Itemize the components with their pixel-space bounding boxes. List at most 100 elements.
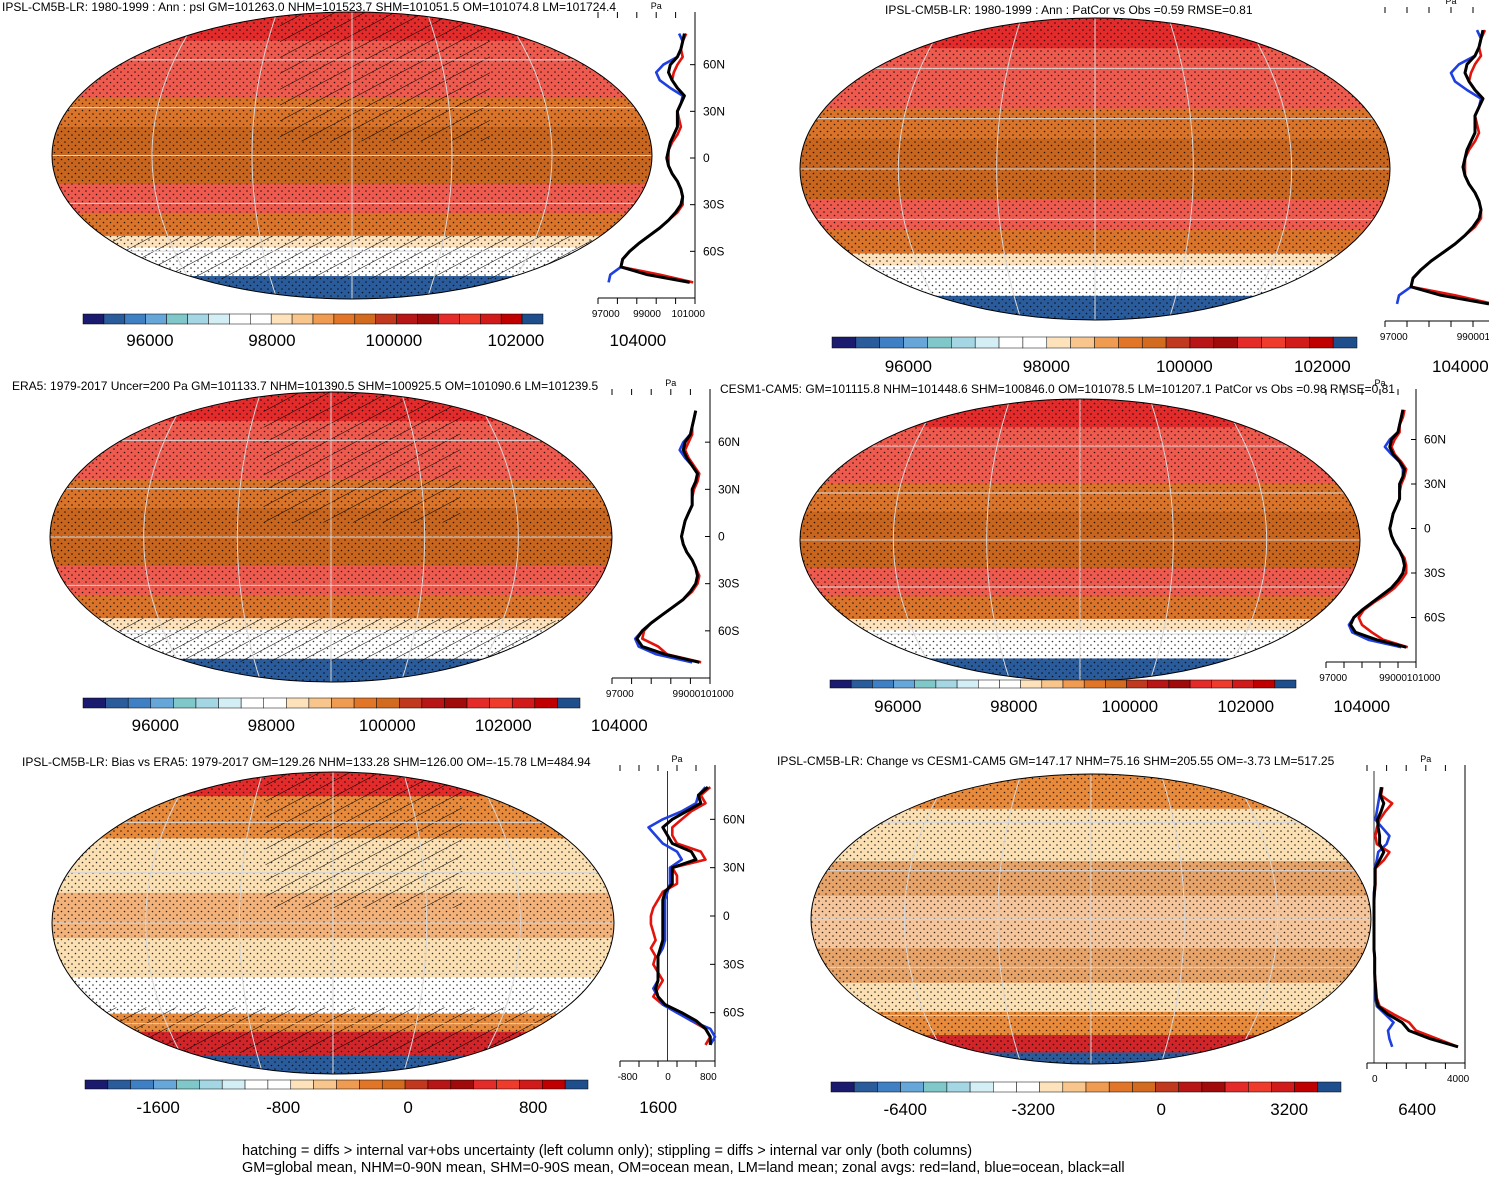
colorbar-swatch bbox=[1016, 1081, 1040, 1093]
zonal-x-label: 97000 bbox=[592, 309, 620, 320]
colorbar-label: 100000 bbox=[1101, 697, 1158, 716]
colorbar-swatch bbox=[1178, 1081, 1203, 1093]
colorbar-label: 6400 bbox=[1398, 1100, 1436, 1119]
colorbar-label: 98000 bbox=[990, 697, 1037, 716]
colorbar-swatch bbox=[1155, 1081, 1179, 1093]
colorbar-swatch bbox=[124, 313, 146, 325]
zonal-x-label: 4000 bbox=[1447, 1074, 1470, 1085]
colorbar-swatch bbox=[1285, 336, 1310, 349]
panel-title: IPSL-CM5B-LR: Bias vs ERA5: 1979-2017 GM… bbox=[22, 755, 591, 769]
colorbar-label: 98000 bbox=[248, 331, 295, 350]
panel-1: IPSL-CM5B-LR: 1980-1999 : Ann : psl GM=1… bbox=[0, 0, 725, 355]
graticule-line bbox=[501, 12, 553, 299]
colorbar-swatch bbox=[399, 697, 423, 709]
colorbar-swatch bbox=[480, 313, 502, 325]
zonal-x-label: 101000 bbox=[672, 309, 706, 320]
colorbar-swatch bbox=[290, 1079, 314, 1090]
colorbar-swatch bbox=[1094, 336, 1119, 349]
graticule-line bbox=[1160, 774, 1185, 1064]
colorbar-swatch bbox=[82, 697, 106, 709]
colorbar-swatch bbox=[998, 336, 1024, 349]
graticule-line bbox=[1219, 399, 1268, 681]
colorbar-label: 104000 bbox=[591, 716, 648, 735]
colorbar-swatch bbox=[166, 313, 188, 325]
zonal-unit: Pa bbox=[1445, 0, 1456, 6]
colorbar-swatch bbox=[421, 697, 445, 709]
zonal-series-blue bbox=[1395, 29, 1483, 305]
colorbar-swatch bbox=[927, 336, 952, 349]
colorbar: -1600 -800 0 800 1600 bbox=[84, 1079, 677, 1117]
hatching bbox=[265, 772, 463, 908]
colorbar-swatch bbox=[1020, 679, 1043, 689]
colorbar-swatch bbox=[244, 1079, 269, 1090]
colorbar-swatch bbox=[427, 1079, 452, 1090]
colorbar-label: 102000 bbox=[1217, 697, 1274, 716]
colorbar-swatch bbox=[872, 679, 894, 689]
zonal-unit: Pa bbox=[1420, 754, 1431, 764]
zonal-x-label: 97000 bbox=[1380, 332, 1408, 343]
map bbox=[51, 771, 615, 1075]
colorbar-swatch bbox=[336, 1079, 360, 1090]
zonal-unit: Pa bbox=[651, 1, 662, 11]
colorbar-swatch bbox=[1126, 679, 1148, 689]
graticule-line bbox=[402, 772, 428, 1074]
zonal-unit: Pa bbox=[1374, 378, 1385, 388]
zonal-plot: Pa 60N 30N 0 30S 60S 97000 99000 101000 bbox=[592, 1, 725, 320]
colorbar-swatch bbox=[1085, 1081, 1110, 1093]
colorbar-swatch bbox=[473, 1079, 497, 1090]
colorbar-swatch bbox=[312, 313, 335, 325]
colorbar-swatch bbox=[1224, 1081, 1249, 1093]
map-border bbox=[49, 391, 613, 683]
colorbar-swatch bbox=[438, 313, 460, 325]
colorbar-swatch bbox=[404, 1079, 429, 1090]
map bbox=[799, 17, 1391, 321]
colorbar-swatch bbox=[850, 679, 873, 689]
zonal-lat-label: 60S bbox=[703, 244, 724, 258]
colorbar: 96000 98000 100000 102000 104000 bbox=[829, 679, 1390, 716]
colorbar-swatch bbox=[1132, 1081, 1156, 1093]
zonal-lat-label: 30N bbox=[723, 861, 745, 875]
colorbar-swatch bbox=[923, 1081, 948, 1093]
colorbar-swatch bbox=[375, 313, 397, 325]
zonal-lat-label: 30N bbox=[1424, 477, 1446, 491]
zonal-lat-label: 30S bbox=[703, 198, 724, 212]
zonal-lat-label: 30S bbox=[1424, 566, 1445, 580]
colorbar-swatch bbox=[145, 313, 167, 325]
colorbar-swatch bbox=[396, 313, 418, 325]
zonal-lat-label: 30S bbox=[718, 577, 739, 591]
zonal-x-label: 97000 bbox=[1319, 673, 1347, 684]
zonal-x-label: -800 bbox=[618, 1072, 638, 1083]
colorbar-swatch bbox=[893, 679, 915, 689]
colorbar: 96000 98000 100000 102000 104000 bbox=[831, 336, 1489, 376]
zonal-lat-label: 0 bbox=[703, 151, 710, 165]
colorbar-swatch bbox=[333, 313, 356, 325]
zonal-lat-label: 30N bbox=[703, 104, 725, 118]
panel-2: IPSL-CM5B-LR: 1980-1999 : Ann : PatCor v… bbox=[745, 0, 1489, 380]
zonal-x-label: 97000 bbox=[606, 689, 634, 700]
colorbar-swatch bbox=[84, 1079, 109, 1090]
colorbar-swatch bbox=[331, 697, 355, 709]
colorbar-label: 3200 bbox=[1270, 1100, 1308, 1119]
colorbar-swatch bbox=[450, 1079, 474, 1090]
colorbar-swatch bbox=[974, 336, 1000, 349]
colorbar-swatch bbox=[1253, 679, 1276, 689]
panel-6: IPSL-CM5B-LR: Change vs CESM1-CAM5 GM=14… bbox=[775, 752, 1489, 1132]
graticule-line bbox=[1242, 18, 1293, 320]
colorbar-swatch bbox=[218, 697, 242, 709]
colorbar-swatch bbox=[1062, 679, 1085, 689]
colorbar-swatch bbox=[376, 697, 400, 709]
colorbar-swatch bbox=[229, 313, 251, 325]
colorbar-label: -6400 bbox=[883, 1100, 926, 1119]
colorbar: 96000 98000 100000 102000 104000 bbox=[82, 313, 666, 350]
zonal-lat-label: 60N bbox=[723, 812, 745, 826]
colorbar-swatch bbox=[978, 679, 1000, 689]
colorbar-swatch bbox=[176, 1079, 200, 1090]
colorbar-swatch bbox=[130, 1079, 154, 1090]
colorbar-swatch bbox=[956, 679, 979, 689]
colorbar-label: 98000 bbox=[248, 716, 295, 735]
zonal-series-red bbox=[1372, 786, 1459, 1049]
colorbar: 96000 98000 100000 102000 104000 bbox=[82, 697, 648, 735]
colorbar-swatch bbox=[1309, 336, 1334, 349]
colorbar-swatch bbox=[82, 313, 105, 325]
graticule-line bbox=[471, 392, 519, 682]
